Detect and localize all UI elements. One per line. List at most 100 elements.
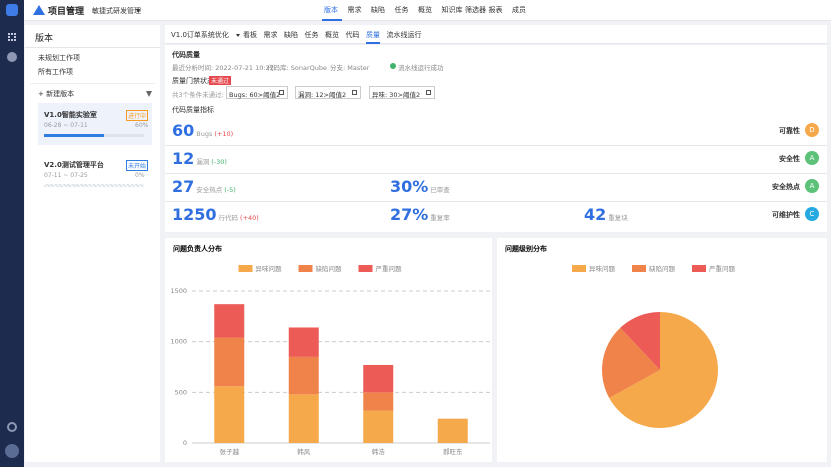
tab-underline (366, 42, 380, 44)
legend-label: 缺陷问题 (316, 264, 343, 273)
chart-title: 问题负责人分布 (173, 244, 222, 253)
metric-unit: 行代码 (218, 214, 239, 222)
tab-bar (165, 25, 827, 44)
rating-label: 安全热点 (772, 183, 800, 191)
metric: 12 漏洞 (-30) (172, 149, 227, 168)
legend-swatch (358, 265, 373, 272)
sub-tab[interactable]: 流水线运行 (386, 31, 422, 39)
x-tick-label: 郝旺东 (443, 447, 463, 456)
sub-tab[interactable]: 看板 (243, 31, 257, 39)
version-name: V2.0测试管理平台 (44, 161, 104, 169)
failed-text: 共3个条件未通过: (172, 91, 224, 99)
metric-value: 30% (390, 177, 429, 196)
pipeline-status: 流水线运行成功 (398, 64, 444, 72)
project-select[interactable]: 敏捷式研发管理 (92, 7, 141, 15)
pie-slice (609, 312, 718, 428)
nav-tab[interactable]: 筛选器 (465, 6, 486, 14)
condition-button[interactable] (226, 86, 288, 99)
add-icon[interactable] (7, 52, 17, 62)
nav-tab[interactable]: 需求 (347, 6, 362, 14)
condition-button[interactable] (369, 86, 435, 99)
divider (30, 83, 155, 84)
progress-bar (44, 134, 104, 137)
nav-underline (322, 19, 342, 21)
x-tick-label: 韩浩 (372, 447, 386, 456)
nav-tab[interactable]: 报表 (488, 6, 503, 14)
sub-tab[interactable]: 概览 (325, 31, 339, 39)
meta: 最近分析时间: 2022-07-21 10:22 (172, 64, 274, 72)
logo (6, 4, 18, 16)
nav-tab[interactable]: 概览 (418, 6, 432, 14)
sub-tab[interactable]: 需求 (263, 31, 278, 39)
sub-tab[interactable]: 任务 (304, 31, 319, 39)
meta: 代码库: SonarQube (267, 64, 327, 72)
sub-tab[interactable]: 质量 (366, 31, 380, 39)
x-tick-label: 张子越 (220, 447, 240, 456)
nav-tab[interactable]: 任务 (394, 6, 409, 14)
link-icon (352, 90, 357, 95)
legend-label: 严重问题 (376, 265, 403, 273)
metric: 42 重复块 (584, 205, 628, 224)
top-bar (0, 0, 831, 21)
sidebar-link[interactable]: 未规划工作项 (38, 54, 80, 62)
version-progress-label: 0% (135, 172, 145, 179)
bar-segment (214, 386, 245, 443)
pie-slice (602, 327, 660, 398)
legend-swatch (632, 265, 646, 272)
metric: 27 安全热点 (-5) (172, 177, 236, 196)
version-name: V1.0智能实验室 (44, 111, 97, 119)
version-progress-label: 60% (135, 122, 149, 129)
version-dates: 07-11 ~ 07-25 (44, 172, 88, 179)
chart-title: 问题级别分布 (505, 244, 547, 253)
version-dates: 06-28 ~ 07-11 (44, 122, 88, 129)
condition-button[interactable] (295, 86, 361, 99)
nav-tab[interactable]: 成员 (512, 6, 526, 14)
chart-panel: 问题级别分布异味问题 缺陷问题 严重问题 (497, 238, 827, 462)
metric-delta: (+40) (240, 214, 259, 222)
caret (136, 9, 140, 12)
y-tick-label: 1000 (170, 338, 187, 346)
legend-swatch (692, 265, 706, 272)
metric-unit: 重复块 (608, 214, 628, 222)
sidebar-link[interactable]: 所有工作项 (38, 68, 73, 76)
apps-icon[interactable] (8, 33, 16, 41)
legend-swatch (572, 265, 586, 272)
sub-tab[interactable]: 缺陷 (284, 31, 298, 39)
bar-segment (288, 356, 319, 395)
bar-segment (437, 418, 468, 443)
y-tick-label: 0 (183, 439, 187, 447)
new-version[interactable]: + 新建版本 (38, 90, 75, 98)
version-select[interactable]: V1.0订单系统优化 (171, 31, 229, 39)
link-icon (426, 90, 431, 95)
avatar[interactable] (5, 444, 19, 458)
legend-label: 严重问题 (709, 265, 736, 273)
legend-swatch (298, 265, 313, 272)
condition-text: 漏洞: 12>阈值2 (298, 91, 347, 99)
metric: 27% 重复率 (390, 205, 450, 224)
divider (25, 47, 160, 48)
bar-segment (363, 392, 394, 411)
nav-tab[interactable]: 版本 (324, 6, 338, 14)
section-title: 代码质量 (172, 51, 200, 59)
metric-value: 42 (584, 205, 607, 224)
legend-label: 异味问题 (589, 264, 616, 273)
icon-rail (0, 0, 24, 467)
nav-tab[interactable]: 知识库 (441, 6, 463, 14)
metric-unit: 安全热点 (196, 186, 223, 194)
rating-label: 可维护性 (772, 211, 800, 219)
chart-panel: 问题负责人分布 异味问题 缺陷问题 严重问题 0 500 1000 1500 张子越 韩风 韩浩 郝旺… (165, 238, 492, 462)
link-icon (279, 90, 284, 95)
meta: 分支: Master (330, 64, 370, 72)
bar-segment (288, 394, 319, 443)
nav-tab[interactable]: 缺陷 (371, 6, 385, 14)
row-divider (165, 173, 827, 174)
sub-tab[interactable]: 代码 (345, 31, 360, 39)
settings-icon[interactable] (7, 422, 17, 432)
bar-segment (214, 304, 245, 338)
filter-icon[interactable] (146, 91, 152, 97)
legend-label: 缺陷问题 (649, 264, 676, 273)
bar-segment (363, 410, 394, 443)
condition-text: 异味: 30>阈值2 (372, 91, 421, 99)
